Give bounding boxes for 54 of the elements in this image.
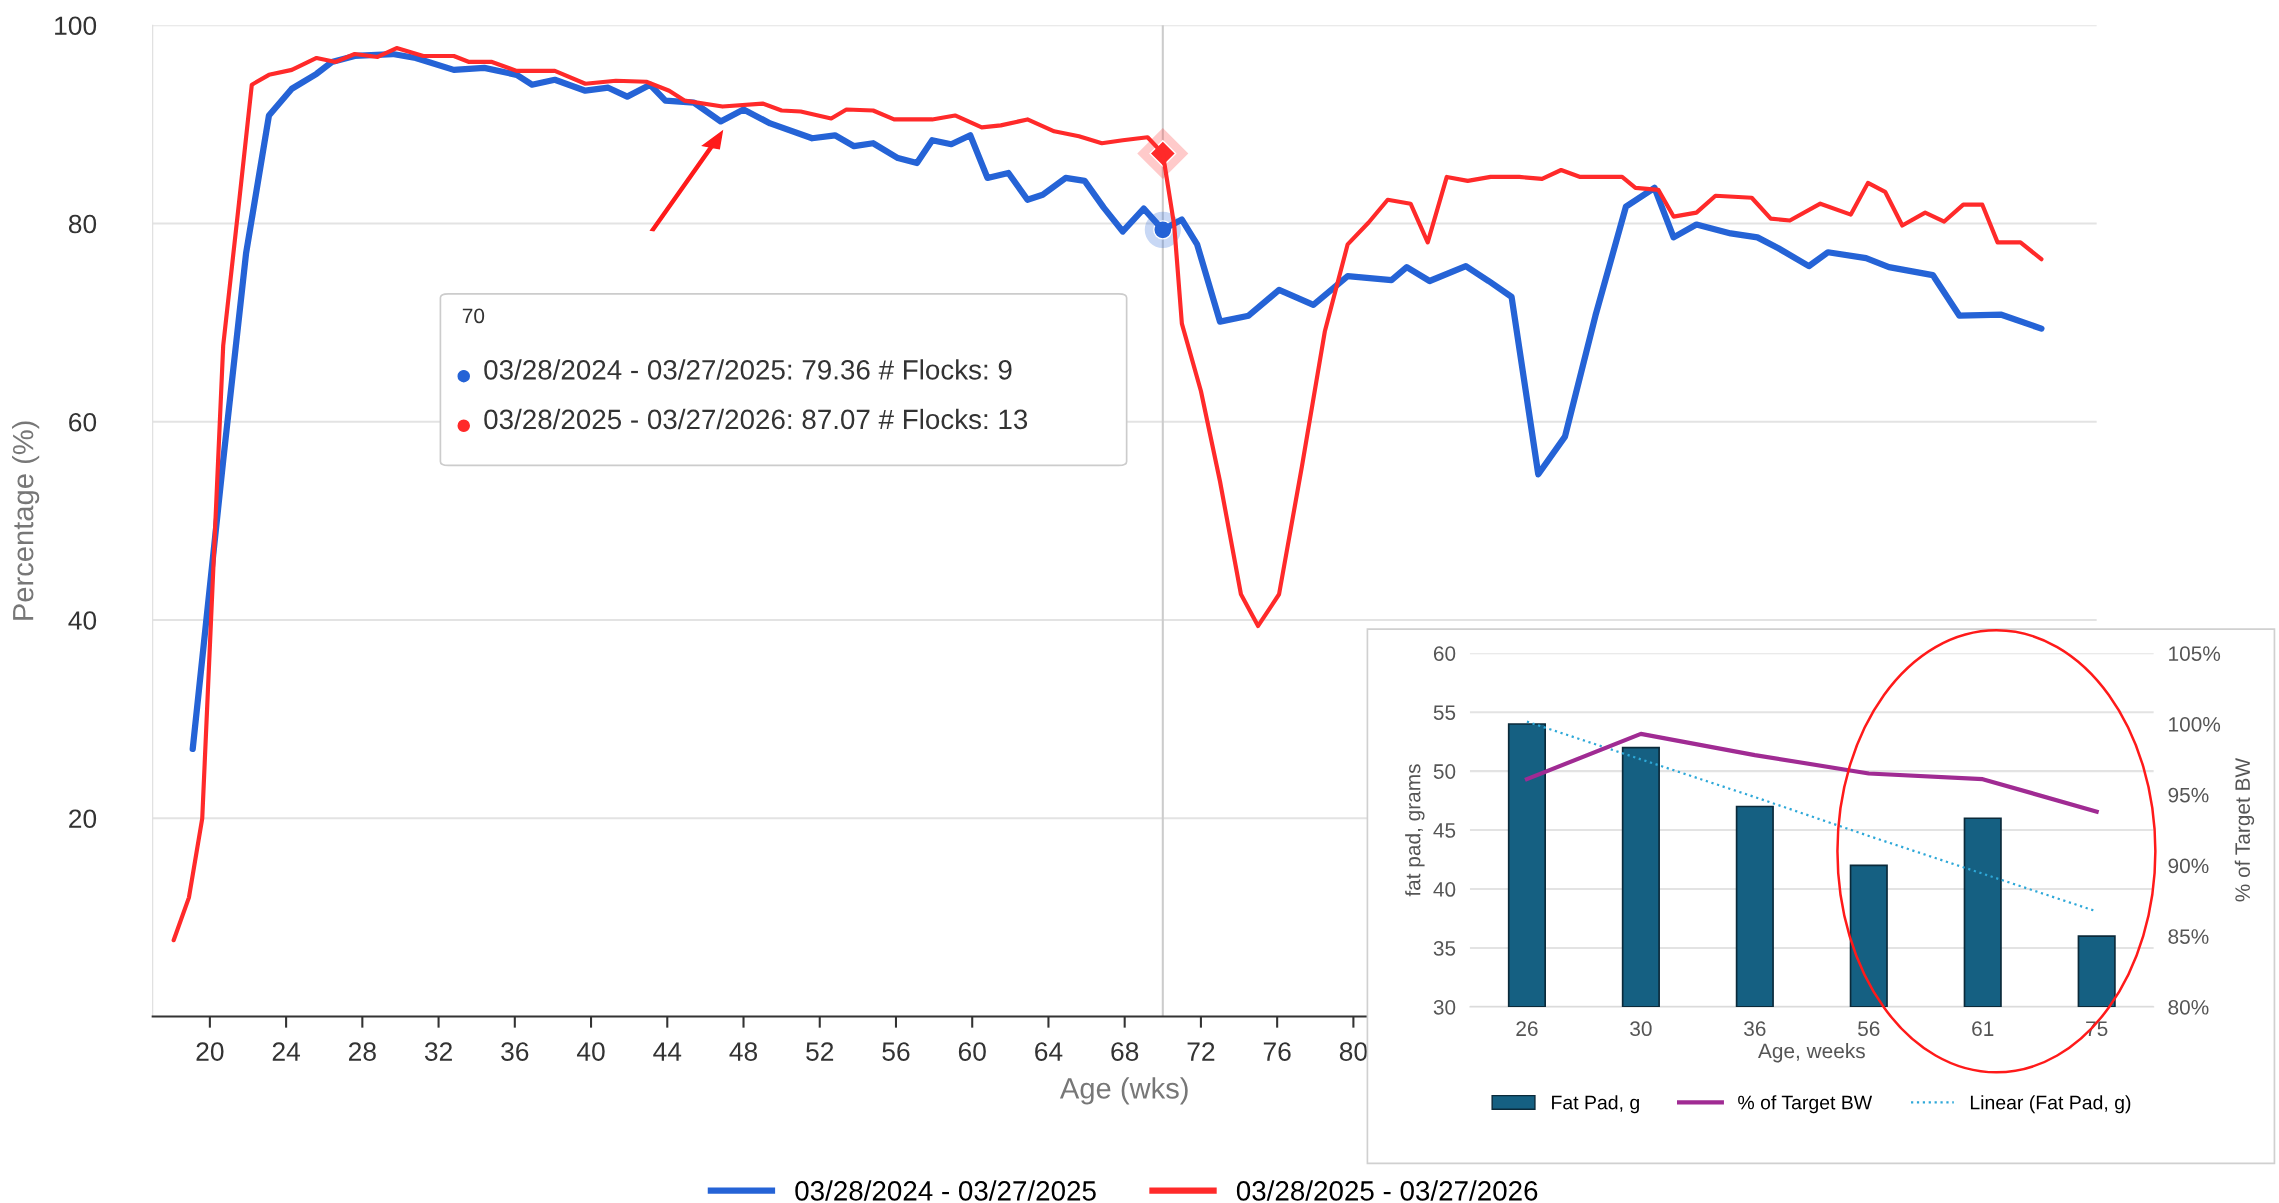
y2-tick-label: 100% — [2169, 716, 2221, 732]
x-tick-label: 52 — [806, 1042, 834, 1061]
x-tick-label: 36 — [501, 1042, 529, 1061]
x-tick-label: 44 — [653, 1042, 682, 1061]
annotation: 70 — [462, 308, 485, 324]
x-tick-label: 36 — [1744, 1021, 1766, 1037]
legend-label: Linear (Fat Pad, g) — [1970, 1095, 2131, 1114]
y-tick-label: 80 — [68, 214, 97, 234]
x-tick-label: 60 — [958, 1042, 986, 1061]
y-tick-label: 20 — [69, 809, 97, 829]
y-tick-label: 60 — [1433, 646, 1456, 661]
x-tick-label: 80 — [1339, 1042, 1368, 1061]
y2-axis-title: % of Target BW — [2234, 757, 2255, 902]
legend-label: 03/28/2025 - 03/27/2026 — [1236, 1180, 1538, 1201]
x-tick-label: 68 — [1111, 1042, 1139, 1061]
legend-label: % of Target BW — [1738, 1095, 1873, 1114]
y-tick-label: 100 — [55, 16, 97, 36]
y-tick-label: 40 — [68, 611, 97, 630]
x-tick-label: 76 — [1263, 1042, 1291, 1061]
x-tick-label: 30 — [1630, 1021, 1652, 1037]
x-tick-label: 61 — [1972, 1021, 1994, 1037]
y2-tick-label: 85% — [2168, 929, 2209, 944]
y2-tick-label: 80% — [2168, 999, 2209, 1015]
y-tick-label: 35 — [1433, 940, 1456, 956]
y-tick-label: 50 — [1433, 764, 1456, 779]
y-axis-title: fat pad, grams — [1405, 764, 1425, 897]
x-axis-title: Age, weeks — [1758, 1043, 1865, 1063]
y2-tick-label: 95% — [2168, 787, 2209, 803]
y-axis-title: Percentage (%) — [12, 421, 40, 620]
x-tick-label: 56 — [882, 1042, 910, 1061]
line-series — [171, 45, 2044, 943]
y2-tick-label: 105% — [2169, 646, 2221, 661]
y-tick-label: 30 — [1433, 999, 1456, 1015]
x-tick-label: 72 — [1187, 1042, 1215, 1061]
x-tick-label: 48 — [729, 1042, 758, 1061]
line-series — [1524, 731, 2099, 814]
y-tick-label: 60 — [69, 412, 97, 432]
x-tick-label: 40 — [576, 1042, 605, 1061]
x-tick-label: 64 — [1035, 1042, 1063, 1061]
legend-label: 03/28/2024 - 03/27/2025 — [795, 1180, 1096, 1201]
y-tick-label: 45 — [1433, 823, 1456, 838]
y-tick-label: 55 — [1433, 705, 1456, 720]
x-tick-label: 56 — [1858, 1021, 1880, 1037]
annotation: 03/28/2024 - 03/27/2025: 79.36 # Flocks: 9 — [484, 359, 1012, 380]
x-tick-label: 20 — [196, 1042, 224, 1061]
x-tick-label: 24 — [272, 1042, 301, 1061]
x-tick-label: 26 — [1516, 1021, 1538, 1037]
y2-tick-label: 90% — [2168, 858, 2209, 874]
x-tick-label: 32 — [424, 1042, 452, 1061]
annotation: 03/28/2025 - 03/27/2026: 87.07 # Flocks: 13 — [484, 408, 1028, 430]
y-tick-label: 40 — [1433, 882, 1456, 897]
x-axis-title: Age (wks) — [1059, 1077, 1188, 1105]
legend-label: Fat Pad, g — [1552, 1095, 1639, 1114]
x-tick-label: 28 — [348, 1042, 376, 1061]
